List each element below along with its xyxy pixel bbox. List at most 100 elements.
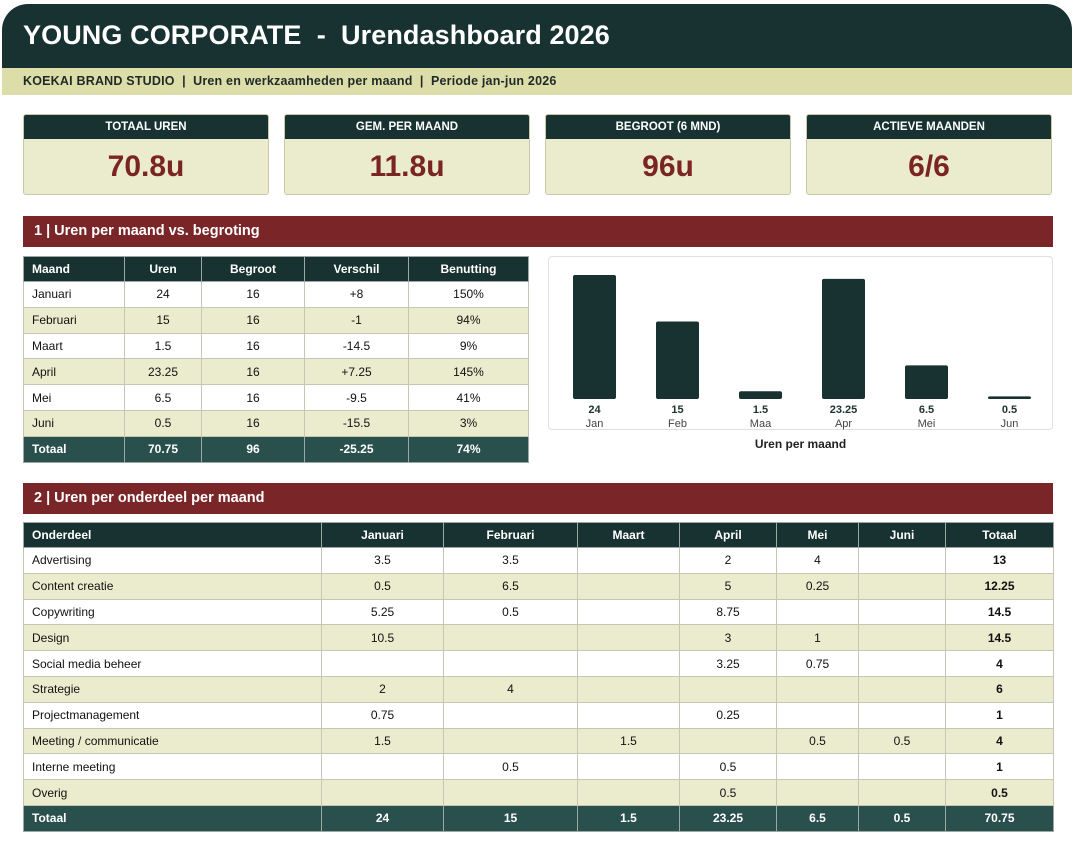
bar-mei	[905, 365, 948, 399]
table-cell: 0.5	[679, 753, 777, 781]
kpi-label: ACTIEVE MAANDEN	[807, 115, 1051, 139]
table-cell	[858, 572, 946, 600]
total-cell: 70.75	[945, 804, 1054, 832]
bar-maa	[739, 391, 782, 399]
total-cell: 6.5	[776, 804, 859, 832]
table-row: Projectmanagement 0.75 0.25 1	[23, 701, 1054, 729]
table-cell	[577, 572, 680, 600]
section-2-header: 2 | Uren per onderdeel per maand	[23, 483, 1053, 514]
table-cell	[858, 701, 946, 729]
kpi-card-gem-per-maand: GEM. PER MAAND 11.8u	[284, 114, 530, 195]
table-cell: 0.75	[776, 650, 859, 677]
table-cell	[443, 624, 578, 652]
table-cell: Maart	[23, 332, 125, 360]
table-row: Copywriting 5.25 0.5 8.75 14.5	[23, 598, 1054, 626]
table-cell	[443, 701, 578, 729]
monthly-hours-table: Maand Uren Begroot Verschil Benutting Januar…	[23, 256, 529, 463]
table-cell: -14.5	[304, 332, 409, 360]
table-cell	[577, 598, 680, 626]
dashboard-header: YOUNG CORPORATE - Urendashboard 2026	[2, 4, 1072, 68]
x-tick-label: Jan	[586, 418, 604, 430]
table-cell: 0.5	[776, 727, 859, 755]
table-cell: 41%	[408, 384, 529, 411]
total-cell: Totaal	[23, 804, 322, 832]
kpi-label: BEGROOT (6 MND)	[546, 115, 790, 139]
table-header-row: Maand Uren Begroot Verschil Benutting	[23, 256, 529, 282]
column-header: Onderdeel	[23, 522, 322, 548]
bar-value-label: 15	[671, 404, 683, 416]
table-cell: 13	[945, 547, 1054, 574]
bar-value-label: 0.5	[1002, 404, 1017, 416]
table-cell: 12.25	[945, 572, 1054, 600]
total-cell: -25.25	[304, 435, 409, 463]
table-cell: 0.5	[443, 598, 578, 626]
table-cell: Content creatie	[23, 572, 322, 600]
table-cell	[679, 675, 777, 703]
table-cell	[776, 701, 859, 729]
table-cell	[443, 650, 578, 677]
total-cell: Totaal	[23, 435, 125, 463]
kpi-card-actieve-maanden: ACTIEVE MAANDEN 6/6	[806, 114, 1052, 195]
table-cell	[577, 650, 680, 677]
table-cell: 4	[776, 547, 859, 574]
kpi-card-begroot: BEGROOT (6 MND) 96u	[545, 114, 791, 195]
table-cell: 5	[679, 572, 777, 600]
table-row: Design 10.5 3 1 14.5	[23, 624, 1054, 652]
table-row: Januari 24 16 +8 150%	[23, 281, 529, 308]
table-cell: 6	[945, 675, 1054, 703]
bar-chart-svg: 24 Jan 15 Feb 1.5 Maa 23.25 Apr 6.5 Mei 0.5 Jun	[573, 275, 1031, 430]
table-cell: 0.5	[443, 753, 578, 781]
table-cell	[577, 624, 680, 652]
table-cell: Interne meeting	[23, 753, 322, 781]
table-cell: 8.75	[679, 598, 777, 626]
table-cell: 1	[945, 701, 1054, 729]
table-cell: Strategie	[23, 675, 322, 703]
table-cell: 0.5	[858, 727, 946, 755]
table-cell: Design	[23, 624, 322, 652]
table-row: Meeting / communicatie 1.5 1.5 0.5 0.5 4	[23, 727, 1054, 755]
table-cell: -15.5	[304, 409, 409, 437]
table-cell: Januari	[23, 281, 125, 308]
table-cell: 9%	[408, 332, 529, 360]
x-tick-label: Feb	[668, 418, 687, 430]
bar-jan	[573, 275, 616, 399]
table-cell: 16	[201, 384, 305, 411]
kpi-value: 6/6	[908, 150, 950, 183]
hours-by-category-table: Onderdeel Januari Februari Maart April Mei Jun…	[23, 522, 1054, 832]
column-header: Benutting	[408, 256, 529, 282]
total-cell: 74%	[408, 435, 529, 463]
column-header: Uren	[124, 256, 202, 282]
table-cell: 16	[201, 332, 305, 360]
table-cell	[858, 650, 946, 677]
table-row: Advertising 3.5 3.5 2 4 13	[23, 547, 1054, 574]
table-cell: 0.5	[679, 779, 777, 806]
table-row: Content creatie 0.5 6.5 5 0.25 12.25	[23, 572, 1054, 600]
table-row: Februari 15 16 -1 94%	[23, 306, 529, 334]
table-cell: 4	[443, 675, 578, 703]
total-cell: 0.5	[858, 804, 946, 832]
table-cell: Overig	[23, 779, 322, 806]
subtitle-bar: KOEKAI BRAND STUDIO | Uren en werkzaamhe…	[2, 68, 1072, 95]
section-1-header: 1 | Uren per maand vs. begroting	[23, 216, 1053, 247]
table-cell	[858, 753, 946, 781]
table-header-row: Onderdeel Januari Februari Maart April Mei Jun…	[23, 522, 1054, 548]
column-header: Totaal	[945, 522, 1054, 548]
table-cell	[776, 598, 859, 626]
table-cell: 1	[776, 624, 859, 652]
table-cell: 1.5	[124, 332, 202, 360]
table-cell: +8	[304, 281, 409, 308]
table-row: Social media beheer 3.25 0.75 4	[23, 650, 1054, 677]
table-cell: 14.5	[945, 624, 1054, 652]
table-cell: 0.25	[776, 572, 859, 600]
kpi-value: 11.8u	[369, 150, 445, 183]
table-total-row: Totaal 24 15 1.5 23.25 6.5 0.5 70.75	[23, 804, 1054, 832]
table-cell: 145%	[408, 358, 529, 386]
bar-feb	[656, 321, 699, 399]
table-cell	[577, 779, 680, 806]
bar-value-label: 24	[588, 404, 601, 416]
table-cell	[858, 624, 946, 652]
table-cell: 0.5	[321, 572, 444, 600]
column-header: Juni	[858, 522, 946, 548]
table-cell: 1	[945, 753, 1054, 781]
subtitle-text: KOEKAI BRAND STUDIO | Uren en werkzaamhe…	[23, 74, 557, 88]
